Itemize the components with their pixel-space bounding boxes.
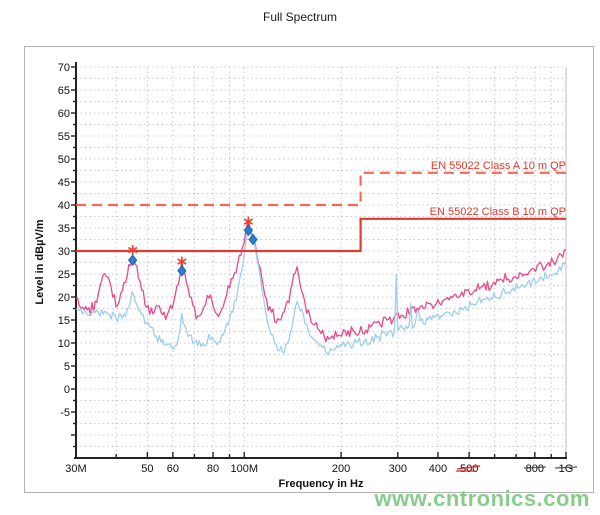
svg-text:55: 55: [58, 131, 70, 143]
chart-frame: [24, 46, 594, 493]
svg-text:500: 500: [460, 463, 478, 475]
y-axis-title: Level in dBµV/m: [34, 219, 46, 305]
svg-text:80: 80: [207, 463, 219, 475]
svg-text:65: 65: [58, 85, 70, 97]
limit-class-b-label: EN 55022 Class B 10 m QP: [429, 206, 566, 218]
svg-text:45: 45: [58, 177, 70, 189]
svg-text:1G: 1G: [559, 463, 574, 475]
svg-text:400: 400: [429, 463, 447, 475]
svg-text:40: 40: [58, 200, 70, 212]
svg-text:30: 30: [58, 246, 70, 258]
svg-text:35: 35: [58, 223, 70, 235]
limit-class-a-label: EN 55022 Class A 10 m QP: [430, 160, 566, 172]
svg-text:5: 5: [64, 361, 70, 373]
svg-text:100M: 100M: [230, 463, 258, 475]
svg-text:800: 800: [526, 463, 544, 475]
svg-text:-5: -5: [60, 407, 70, 419]
svg-text:0: 0: [64, 384, 70, 396]
svg-text:25: 25: [58, 269, 70, 281]
svg-text:60: 60: [58, 108, 70, 120]
svg-text:50: 50: [141, 463, 153, 475]
svg-text:50: 50: [58, 154, 70, 166]
chart-title: Full Spectrum: [262, 10, 338, 24]
svg-text:10: 10: [58, 338, 70, 350]
svg-text:200: 200: [332, 463, 350, 475]
svg-text:15: 15: [58, 315, 70, 327]
watermark-text: www.cntronics.com: [374, 486, 590, 511]
svg-text:70: 70: [58, 62, 70, 74]
svg-text:60: 60: [167, 463, 179, 475]
x-axis-title: Frequency in Hz: [278, 478, 364, 490]
svg-text:300: 300: [389, 463, 407, 475]
svg-text:30M: 30M: [65, 463, 86, 475]
svg-text:20: 20: [58, 292, 70, 304]
